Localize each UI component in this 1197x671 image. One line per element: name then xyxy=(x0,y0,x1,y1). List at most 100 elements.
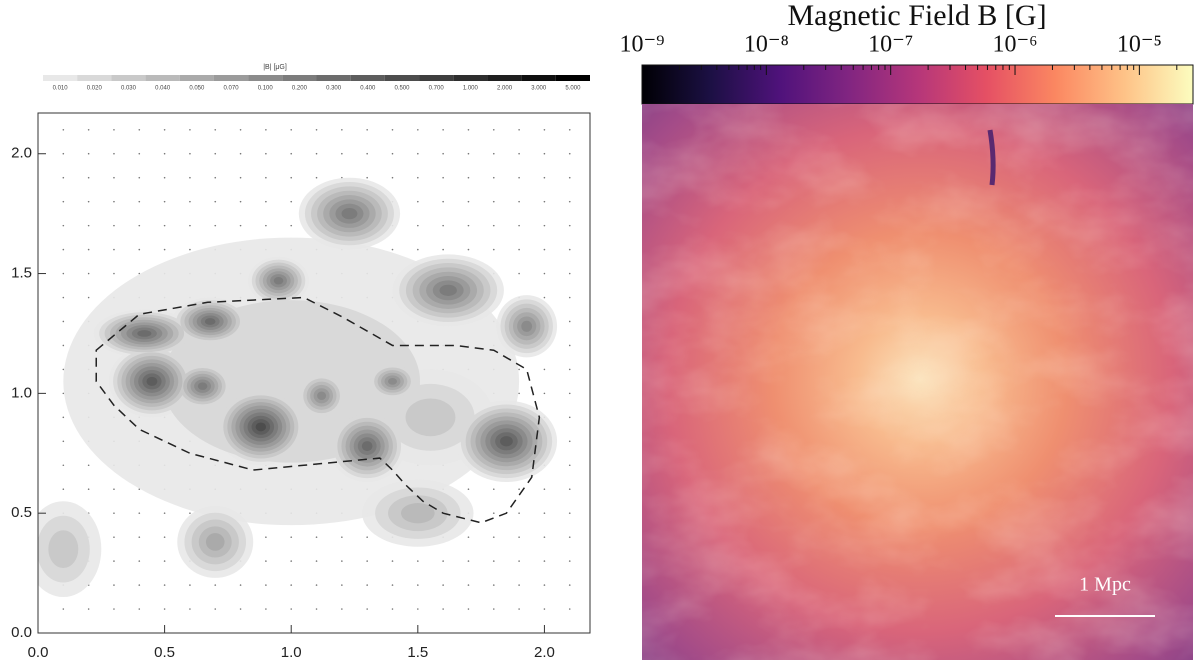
sample-dot xyxy=(164,129,166,131)
sample-dot xyxy=(63,440,65,442)
contour-level xyxy=(137,330,151,337)
sample-dot xyxy=(417,608,419,610)
sample-dot xyxy=(189,129,191,131)
contour-level xyxy=(401,503,435,523)
colorbar-box xyxy=(214,75,248,81)
sample-dot xyxy=(518,249,520,251)
sample-dot xyxy=(442,129,444,131)
sample-dot xyxy=(341,153,343,155)
sample-dot xyxy=(493,249,495,251)
sample-dot xyxy=(290,560,292,562)
sample-dot xyxy=(164,225,166,227)
sample-dot xyxy=(468,177,470,179)
sample-dot xyxy=(493,560,495,562)
sample-dot xyxy=(442,153,444,155)
sample-dot xyxy=(569,417,571,419)
sample-dot xyxy=(544,608,546,610)
sample-dot xyxy=(493,488,495,490)
sample-dot xyxy=(164,584,166,586)
sample-dot xyxy=(392,129,394,131)
sample-dot xyxy=(544,129,546,131)
sample-dot xyxy=(569,536,571,538)
sample-dot xyxy=(214,177,216,179)
page: |B| [μG] 0.0100.0200.0300.0400.0500.0700… xyxy=(0,0,1197,671)
colorbar-label: 2.000 xyxy=(497,86,513,92)
sample-dot xyxy=(468,584,470,586)
figure: |B| [μG] 0.0100.0200.0300.0400.0500.0700… xyxy=(0,0,1197,666)
sample-dot xyxy=(290,536,292,538)
sample-dot xyxy=(189,249,191,251)
sample-dot xyxy=(569,153,571,155)
sample-dot xyxy=(189,201,191,203)
sample-dot xyxy=(316,608,318,610)
sample-dot xyxy=(417,153,419,155)
sample-dot xyxy=(164,512,166,514)
sample-dot xyxy=(569,345,571,347)
sample-dot xyxy=(265,201,267,203)
sample-dot xyxy=(214,129,216,131)
sample-dot xyxy=(113,177,115,179)
sample-dot xyxy=(316,129,318,131)
sample-dot xyxy=(189,177,191,179)
sample-dot xyxy=(113,608,115,610)
sample-dot xyxy=(544,369,546,371)
sample-dot xyxy=(518,584,520,586)
sample-dot xyxy=(341,608,343,610)
sample-dot xyxy=(240,177,242,179)
sample-dot xyxy=(569,129,571,131)
sample-dot xyxy=(164,153,166,155)
sample-dot xyxy=(290,584,292,586)
sample-dot xyxy=(88,464,90,466)
sample-dot xyxy=(113,201,115,203)
sample-dot xyxy=(316,560,318,562)
sample-dot xyxy=(417,129,419,131)
sample-dot xyxy=(63,417,65,419)
colorbar-label: 0.050 xyxy=(189,86,205,92)
sample-dot xyxy=(417,225,419,227)
sample-dot xyxy=(63,488,65,490)
contour-level xyxy=(147,377,158,386)
sample-dot xyxy=(366,153,368,155)
sample-dot xyxy=(493,584,495,586)
sample-dot xyxy=(63,297,65,299)
sample-dot xyxy=(392,608,394,610)
sample-dot xyxy=(88,225,90,227)
sample-dot xyxy=(138,201,140,203)
sample-dot xyxy=(214,225,216,227)
sample-dot xyxy=(518,608,520,610)
colorbar-box xyxy=(77,75,111,81)
sample-dot xyxy=(164,249,166,251)
sample-dot xyxy=(468,249,470,251)
contour-level xyxy=(388,378,397,385)
colorbar-tick-label: 10⁻⁹ xyxy=(619,32,664,58)
colorbar-title: |B| [μG] xyxy=(263,64,287,71)
sample-dot xyxy=(240,201,242,203)
sample-dot xyxy=(88,273,90,275)
sample-dot xyxy=(442,560,444,562)
sample-dot xyxy=(265,153,267,155)
sample-dot xyxy=(468,560,470,562)
sample-dot xyxy=(417,249,419,251)
sample-dot xyxy=(366,177,368,179)
sample-dot xyxy=(366,129,368,131)
colorbar-label: 0.400 xyxy=(360,86,376,92)
contour-level xyxy=(206,533,225,551)
sample-dot xyxy=(518,369,520,371)
sample-dot xyxy=(518,129,520,131)
colorbar-box xyxy=(351,75,385,81)
sample-dot xyxy=(569,321,571,323)
colorbar-tick-label: 10⁻⁷ xyxy=(868,32,913,58)
sample-dot xyxy=(569,608,571,610)
sample-dot xyxy=(341,560,343,562)
colorbar-label: 5.000 xyxy=(565,86,581,92)
sample-dot xyxy=(265,225,267,227)
contour-level xyxy=(500,436,513,446)
sample-dot xyxy=(88,608,90,610)
sample-dot xyxy=(63,249,65,251)
sample-dot xyxy=(569,512,571,514)
sample-dot xyxy=(518,488,520,490)
colorbar-box xyxy=(248,75,282,81)
sample-dot xyxy=(113,225,115,227)
sample-dot xyxy=(189,512,191,514)
